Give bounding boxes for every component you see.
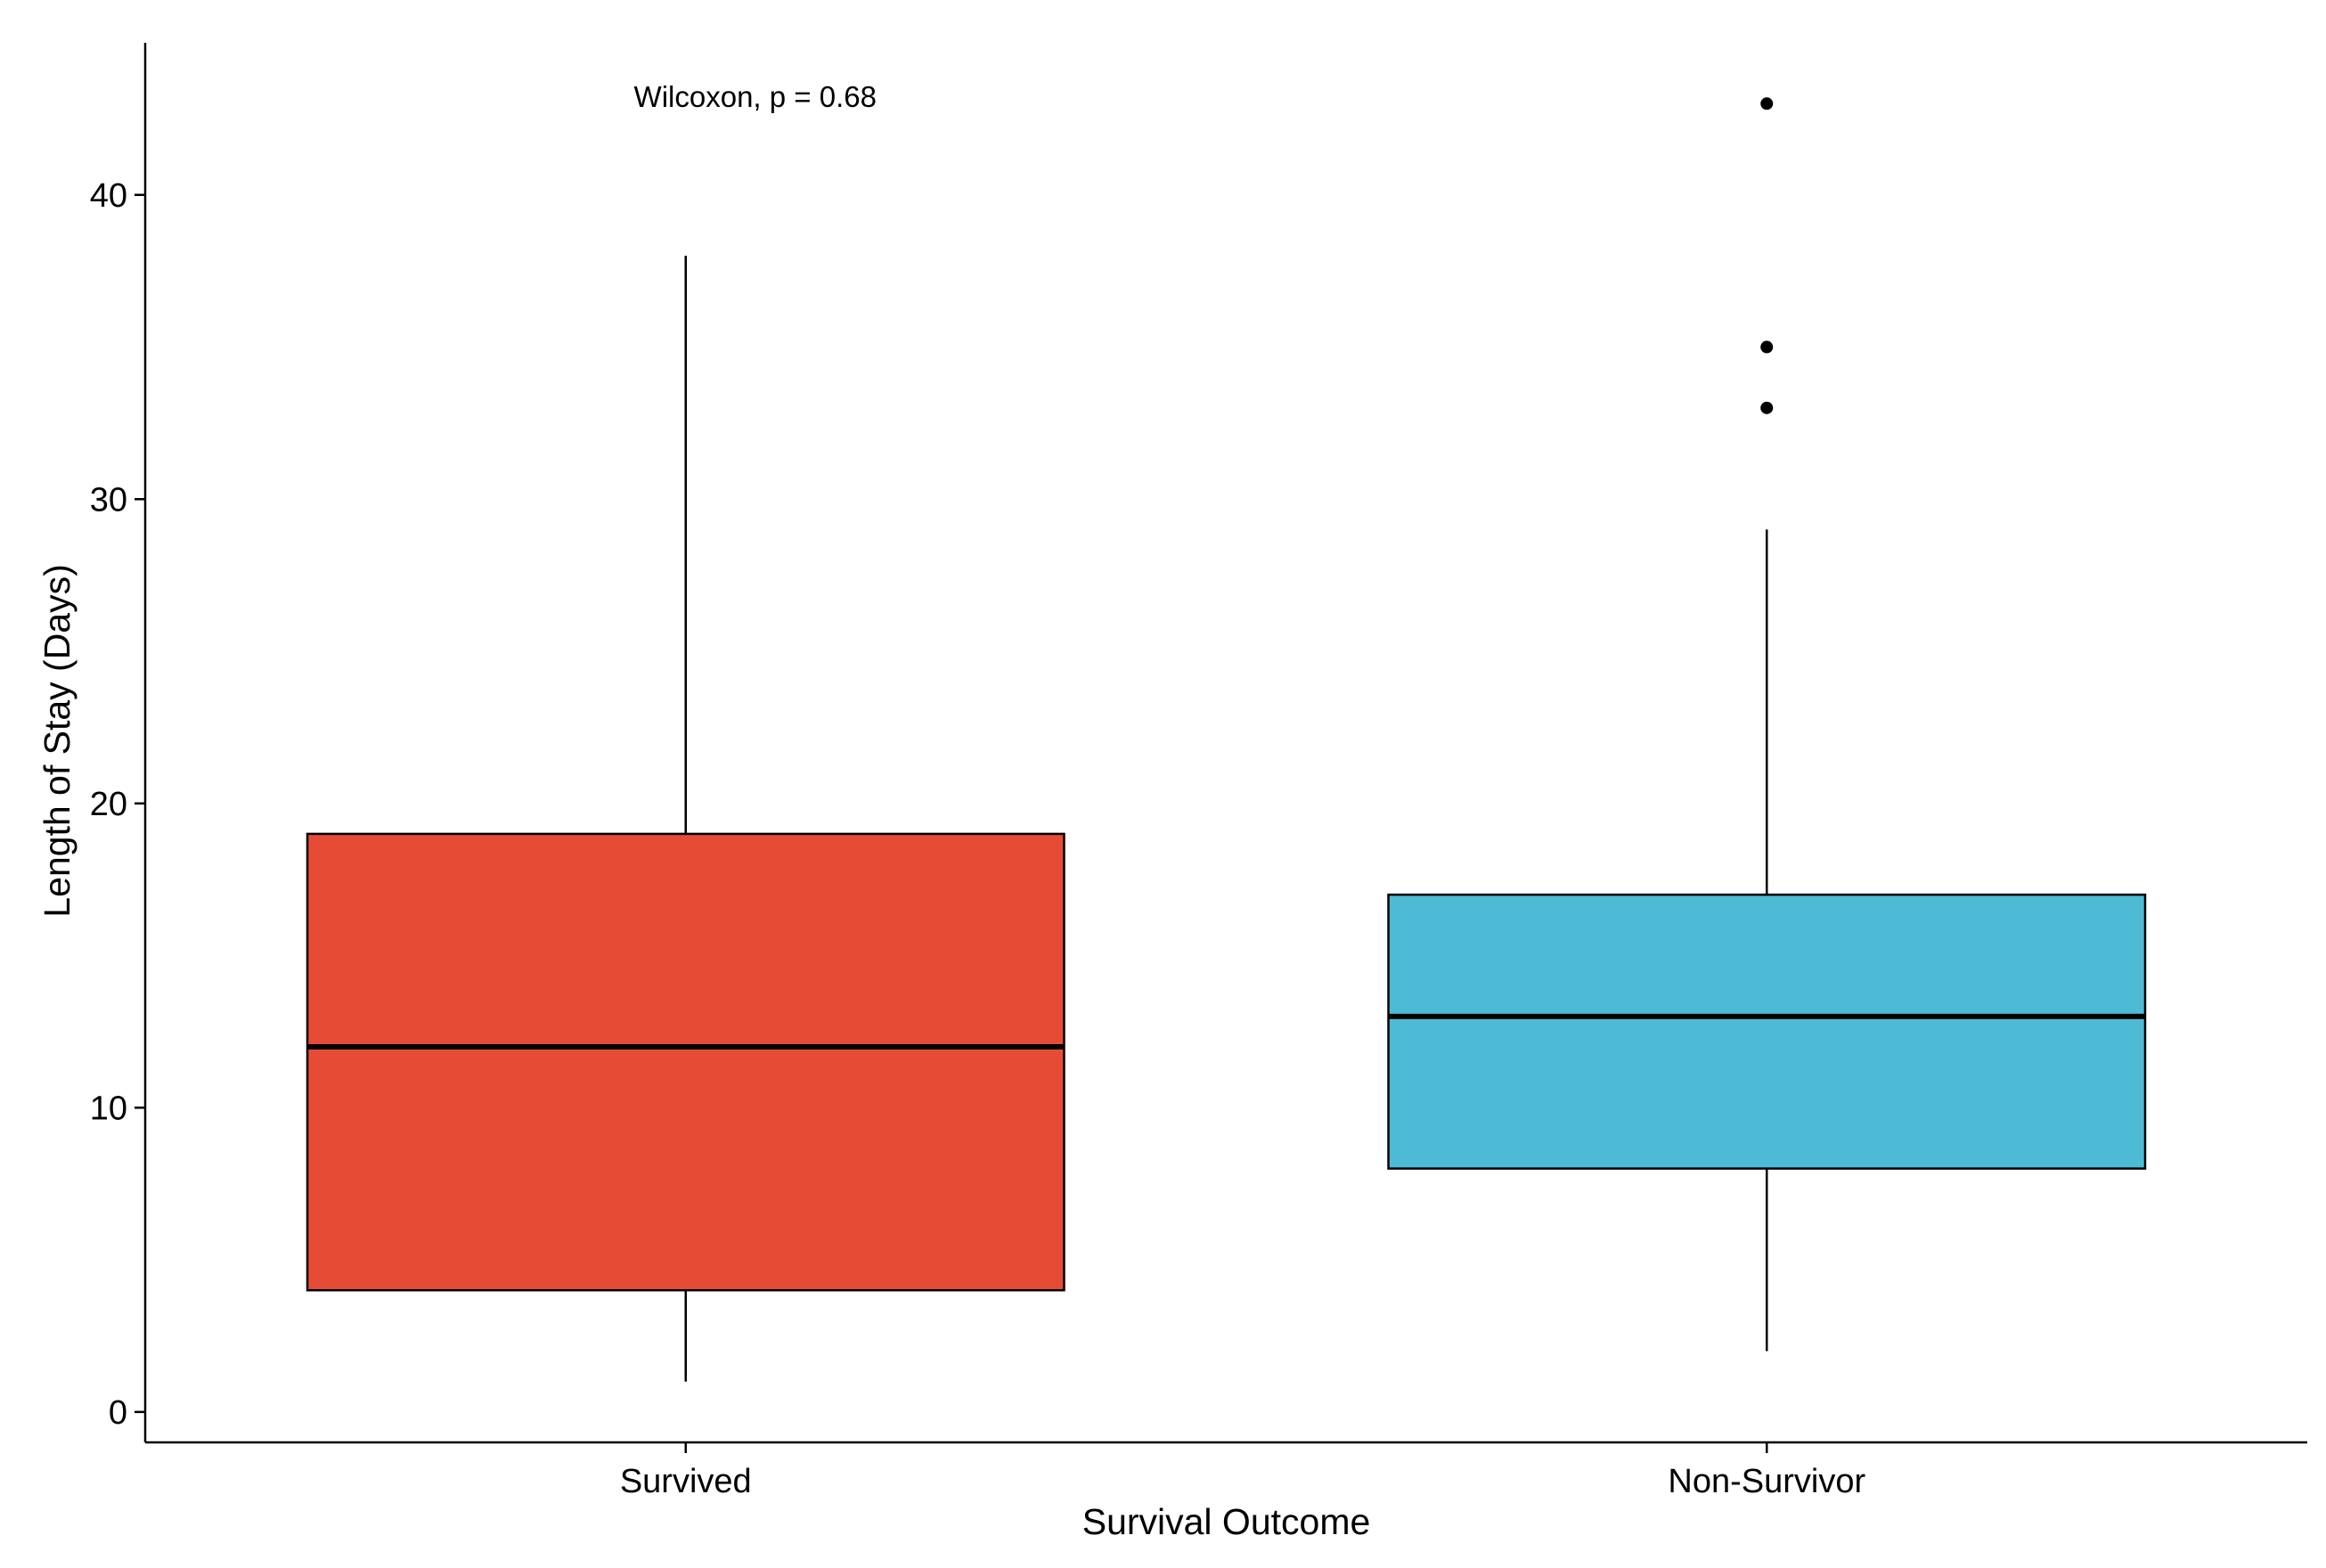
outlier-point <box>1760 340 1774 354</box>
outlier-point <box>1760 97 1774 110</box>
box-group <box>1387 97 2147 1352</box>
box-iqr <box>306 832 1065 1292</box>
y-tick-label: 40 <box>90 177 127 215</box>
axes-layer: 0 10 20 30 40 Survived Non-Survivor <box>90 43 2307 1500</box>
wilcoxon-annotation: Wilcoxon, p = 0.68 <box>634 80 877 113</box>
y-axis-title: Length of Stay (Days) <box>37 564 78 918</box>
x-tick-label: Survived <box>620 1463 752 1500</box>
x-axis-title: Survival Outcome <box>1082 1501 1371 1542</box>
y-tick-label: 0 <box>109 1394 127 1432</box>
box-iqr <box>1387 894 2147 1170</box>
boxes-layer <box>306 97 2147 1382</box>
y-tick-label: 20 <box>90 786 127 823</box>
y-tick-label: 30 <box>90 481 127 519</box>
x-tick-label: Non-Survivor <box>1668 1463 1865 1500</box>
y-tick-label: 10 <box>90 1090 127 1127</box>
box-group <box>306 256 1065 1382</box>
outlier-point <box>1760 401 1774 414</box>
